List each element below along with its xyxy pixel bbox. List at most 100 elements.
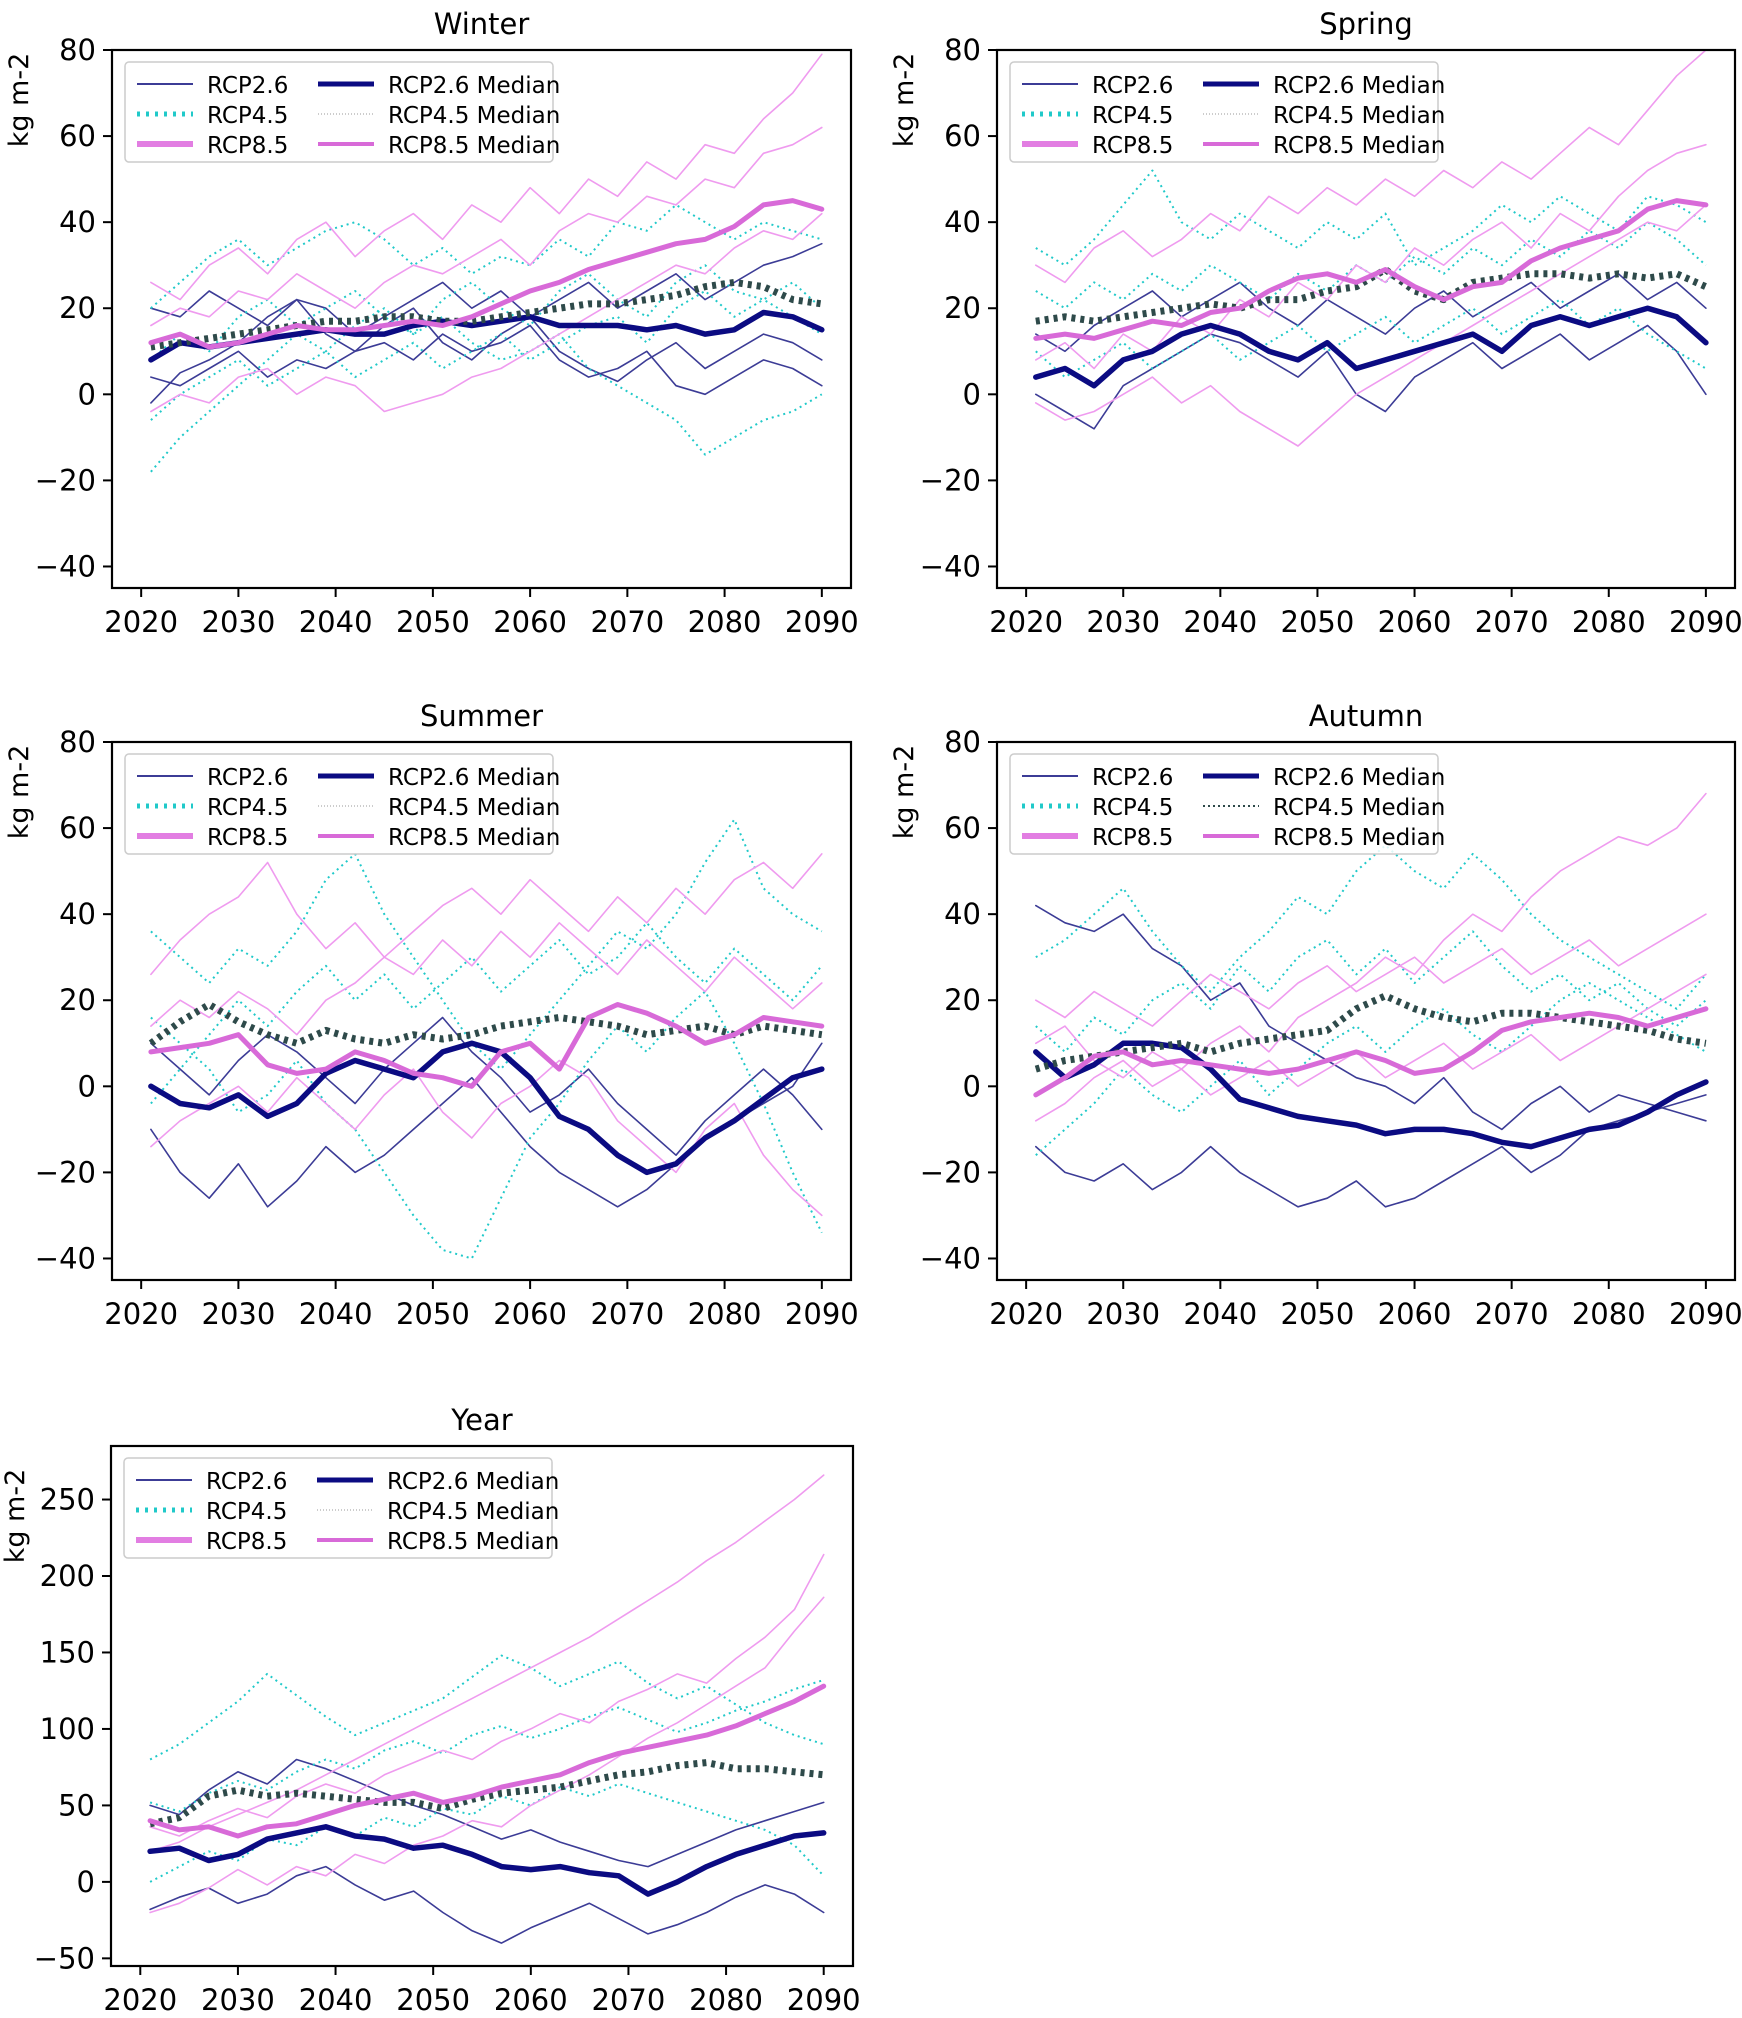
series-line-rcp26-median — [148, 1040, 825, 1176]
y-tick-label: −20 — [920, 1155, 981, 1189]
x-tick-label: 2070 — [592, 1983, 666, 2017]
y-tick-label: 200 — [40, 1559, 95, 1593]
x-tick-label: 2020 — [104, 605, 178, 639]
chart-panel-summer: 2020 2030 2040 2050 2060 2070 2080 2090−40−2002… — [4, 699, 859, 1331]
legend-label: RCP8.5 — [1092, 133, 1173, 159]
series-line-rcp45-member — [1035, 982, 1707, 1156]
legend-label: RCP4.5 Median — [387, 1499, 559, 1525]
series-line-rcp26-member — [150, 242, 823, 335]
series-line-rcp85-member — [150, 212, 823, 413]
x-tick-label: 2090 — [787, 1983, 861, 2017]
x-tick-label: 2030 — [1086, 605, 1160, 639]
axes-frame — [110, 48, 853, 590]
series-line-rcp45-median — [148, 1001, 823, 1047]
chart-title: Year — [450, 1403, 512, 1437]
chart-panel-autumn: 2020 2030 2040 2050 2060 2070 2080 2090−40−2002… — [889, 699, 1742, 1331]
x-tick-label: 2070 — [1475, 1297, 1549, 1331]
legend-label: RCP2.6 Median — [388, 765, 560, 791]
chart-title: Spring — [1319, 7, 1413, 41]
x-tick-label: 2050 — [396, 1297, 470, 1331]
y-tick-label: 60 — [59, 811, 96, 845]
x-tick-label: 2080 — [1572, 1297, 1646, 1331]
legend: RCP2.6 RCP2.6 Median RCP4.5 RCP4.5 Median RC… — [124, 61, 560, 163]
y-tick-label: 80 — [59, 33, 96, 67]
legend-label: RCP2.6 — [1092, 765, 1173, 791]
x-tick-label: 2030 — [201, 1983, 275, 2017]
legend: RCP2.6 RCP2.6 Median RCP4.5 RCP4.5 Median RC… — [124, 753, 560, 855]
legend-label: RCP4.5 — [1092, 795, 1173, 821]
y-tick-label: 0 — [963, 1069, 981, 1103]
series-line-rcp45-member — [1035, 930, 1707, 1053]
x-tick-label: 2090 — [785, 605, 859, 639]
series-line-rcp85-member — [150, 853, 823, 976]
legend-label: RCP2.6 Median — [387, 1469, 559, 1495]
x-tick-label: 2020 — [989, 605, 1063, 639]
y-tick-label: 40 — [944, 205, 981, 239]
y-tick-label: 150 — [40, 1635, 95, 1669]
series-line-rcp85-median — [1033, 1006, 1709, 1098]
series-line-rcp45-member — [150, 307, 823, 473]
series-line-rcp85-median — [148, 1002, 825, 1089]
series-line-rcp85-member — [149, 1474, 825, 1853]
x-tick-label: 2050 — [396, 605, 470, 639]
axes-frame — [110, 740, 853, 1282]
y-tick-label: 20 — [944, 983, 981, 1017]
legend-label: RCP8.5 Median — [1273, 133, 1445, 159]
series-line-rcp45-member — [150, 203, 823, 309]
x-tick-label: 2030 — [202, 1297, 276, 1331]
legend-label: RCP2.6 — [207, 765, 288, 791]
x-tick-label: 2040 — [299, 1297, 373, 1331]
y-tick-label: 80 — [944, 33, 981, 67]
x-tick-label: 2090 — [1669, 1297, 1742, 1331]
series-line-rcp85-member — [149, 1596, 825, 1914]
series-group — [1033, 792, 1709, 1208]
y-tick-label: −20 — [35, 463, 96, 497]
series-line-rcp26-member — [1035, 324, 1707, 430]
series-line-rcp85-member — [1035, 792, 1707, 1122]
series-line-rcp85-member — [150, 922, 823, 1036]
legend: RCP2.6 RCP2.6 Median RCP4.5 RCP4.5 Median RC… — [123, 1457, 559, 1559]
y-tick-label: −40 — [920, 1241, 981, 1275]
legend-box — [124, 753, 554, 855]
series-line-rcp45-member — [150, 921, 823, 1105]
legend-label: RCP2.6 — [207, 73, 288, 99]
y-tick-label: 60 — [944, 811, 981, 845]
series-line-rcp26-median — [1033, 1040, 1709, 1150]
y-tick-label: −50 — [34, 1941, 95, 1975]
y-tick-label: −40 — [35, 549, 96, 583]
y-tick-label: 40 — [944, 897, 981, 931]
legend-label: RCP2.6 Median — [1273, 73, 1445, 99]
y-tick-label: 60 — [944, 119, 981, 153]
x-tick-label: 2040 — [1183, 1297, 1257, 1331]
y-tick-label: −40 — [35, 1241, 96, 1275]
series-line-rcp85-member — [1035, 50, 1707, 284]
x-tick-label: 2080 — [1572, 605, 1646, 639]
axes-frame — [995, 48, 1737, 590]
x-tick-label: 2020 — [103, 1983, 177, 2017]
y-tick-label: 20 — [59, 983, 96, 1017]
legend-label: RCP8.5 Median — [1273, 825, 1445, 851]
chart-title: Summer — [420, 699, 543, 733]
series-line-rcp85-member — [150, 53, 823, 301]
y-tick-label: 40 — [59, 205, 96, 239]
series-line-rcp26-median — [147, 1824, 827, 1897]
x-tick-label: 2040 — [1183, 605, 1257, 639]
y-tick-label: 50 — [58, 1788, 95, 1822]
x-tick-label: 2070 — [1475, 605, 1549, 639]
y-tick-label: −40 — [920, 549, 981, 583]
x-tick-label: 2030 — [202, 605, 276, 639]
series-line-rcp85-member — [1035, 913, 1707, 1027]
x-tick-label: 2080 — [688, 1297, 762, 1331]
series-group — [148, 53, 825, 473]
legend-label: RCP4.5 Median — [388, 103, 560, 129]
y-tick-label: 0 — [78, 377, 96, 411]
legend-label: RCP8.5 Median — [388, 133, 560, 159]
x-tick-label: 2090 — [1669, 605, 1742, 639]
y-tick-label: 20 — [944, 291, 981, 325]
x-tick-label: 2060 — [494, 1983, 568, 2017]
axes-frame — [109, 1444, 855, 1968]
y-tick-label: 20 — [59, 291, 96, 325]
x-tick-label: 2040 — [299, 605, 373, 639]
x-tick-label: 2060 — [493, 1297, 567, 1331]
x-tick-label: 2080 — [689, 1983, 763, 2017]
